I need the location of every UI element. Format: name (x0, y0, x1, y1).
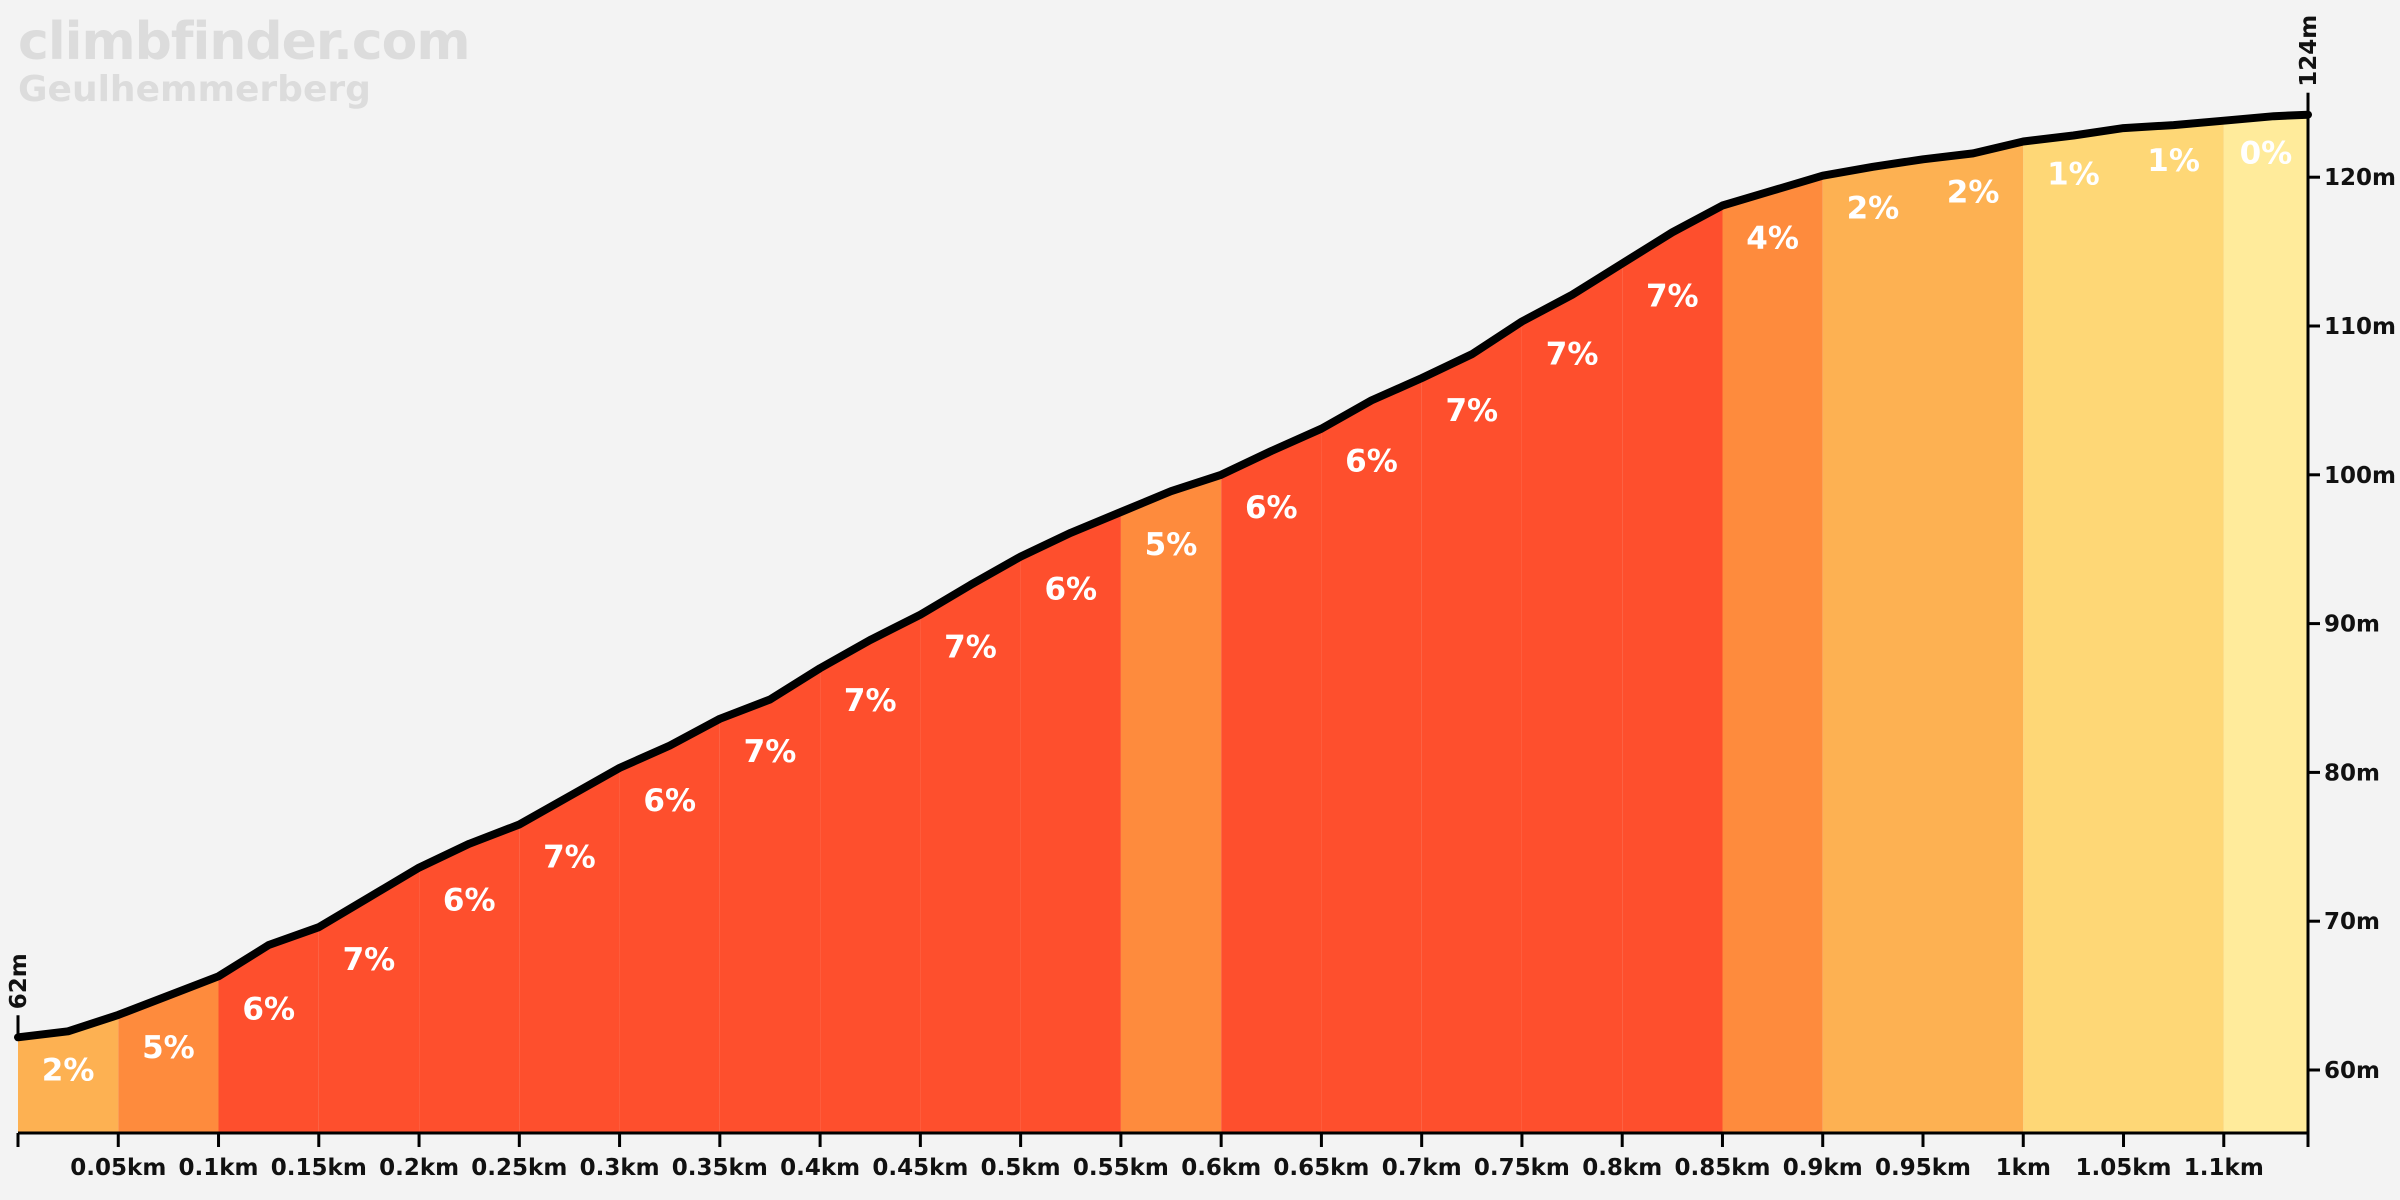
grade-label-8: 7% (744, 734, 797, 770)
x-tick-label-16: 0.8km (1582, 1155, 1662, 1181)
segment-area-21 (2023, 128, 2124, 1134)
segment-area-23 (2223, 114, 2308, 1133)
x-tick-label-21: 1.05km (2075, 1155, 2171, 1181)
grade-label-10: 7% (944, 630, 997, 666)
x-axis: 0.05km 0.1km 0.15km 0.2km 0.25km 0.3km 0.35km 0… (16, 1131, 2310, 1181)
grade-label-21: 1% (2047, 157, 2100, 193)
segment-area-15 (1421, 321, 1522, 1133)
y-tick-label-7: 120m (2324, 165, 2396, 191)
x-tick-label-14: 0.7km (1382, 1155, 1462, 1181)
x-tick-label-18: 0.9km (1783, 1155, 1863, 1181)
grade-label-3: 6% (242, 991, 295, 1027)
grade-label-22: 1% (2147, 143, 2200, 179)
site-logo: climbfinder.com (18, 12, 471, 72)
segment-area-18 (1722, 175, 1823, 1133)
y-tick-label-4: 90m (2324, 612, 2380, 638)
x-tick-label-1: 0.05km (70, 1155, 166, 1181)
x-tick-label-8: 0.4km (780, 1155, 860, 1181)
segment-area-3 (218, 927, 319, 1133)
grade-labels: 2% 5% 6% 7% 6% 7% 6% 7% 7% 7% 6% 5% 6% 6% 7% 7% 7% 4% 2% 2%… (42, 136, 2292, 1089)
segment-area-12 (1120, 474, 1222, 1133)
y-tick-label-5: 100m (2324, 463, 2396, 489)
segment-area-14 (1321, 378, 1422, 1134)
grade-label-17: 7% (1646, 279, 1699, 315)
x-tick-label-17: 0.85km (1674, 1155, 1770, 1181)
y-tick-label-3: 80m (2324, 760, 2380, 786)
segment-area-11 (1020, 512, 1121, 1133)
segment-area-16 (1521, 263, 1623, 1133)
x-tick-label-10: 0.5km (981, 1155, 1061, 1181)
grade-label-9: 7% (844, 683, 897, 719)
grade-label-7: 6% (643, 783, 696, 819)
x-tick-label-7: 0.35km (672, 1155, 768, 1181)
grade-label-16: 7% (1546, 337, 1599, 373)
profile-line-group (14, 110, 2312, 1042)
segment-area-8 (719, 668, 821, 1133)
segment-area-7 (619, 718, 720, 1133)
segment-area-10 (920, 556, 1021, 1133)
segment-area-2 (118, 976, 219, 1133)
grade-label-20: 2% (1947, 174, 2000, 210)
x-tick-label-11: 0.55km (1073, 1155, 1169, 1181)
grade-label-14: 6% (1345, 444, 1398, 480)
x-tick-label-20: 1km (1996, 1155, 2051, 1181)
end-elevation-label: 124m (2296, 15, 2322, 87)
x-tick-label-6: 0.3km (580, 1155, 660, 1181)
segment-area-1 (18, 1014, 119, 1133)
climb-name: Geulhemmerberg (18, 69, 371, 110)
grade-label-13: 6% (1245, 490, 1298, 526)
grade-label-5: 6% (443, 883, 496, 919)
grade-label-15: 7% (1445, 393, 1498, 429)
segment-area-9 (820, 614, 921, 1133)
x-tick-label-15: 0.75km (1474, 1155, 1570, 1181)
x-tick-label-2: 0.1km (178, 1155, 258, 1181)
x-tick-label-4: 0.2km (379, 1155, 459, 1181)
x-tick-label-13: 0.65km (1273, 1155, 1369, 1181)
segment-area-20 (1923, 141, 2024, 1133)
segment-area-4 (318, 867, 420, 1133)
start-end-markers: 62m 124m (6, 15, 2322, 1038)
x-tick-label-19: 0.95km (1875, 1155, 1971, 1181)
y-tick-label-1: 60m (2324, 1058, 2380, 1084)
segment-area-5 (419, 824, 520, 1133)
y-tick-label-2: 70m (2324, 909, 2380, 935)
x-tick-label-3: 0.15km (271, 1155, 367, 1181)
elevation-profile-line (14, 110, 2312, 1042)
grade-segments (18, 114, 2308, 1134)
grade-label-2: 5% (142, 1030, 195, 1066)
grade-label-4: 7% (343, 942, 396, 978)
x-tick-label-22: 1.1km (2184, 1155, 2264, 1181)
grade-label-11: 6% (1044, 572, 1097, 608)
x-tick-label-9: 0.45km (872, 1155, 968, 1181)
grade-label-18: 4% (1746, 221, 1799, 257)
start-elevation-label: 62m (6, 953, 32, 1009)
x-tick-label-5: 0.25km (471, 1155, 567, 1181)
segment-area-22 (2123, 120, 2224, 1133)
grade-label-1: 2% (42, 1052, 95, 1088)
y-tick-label-6: 110m (2324, 314, 2396, 340)
segment-area-6 (519, 767, 620, 1133)
y-axis: 60m 70m 80m 90m 100m 110m 120m (2306, 110, 2396, 1133)
segment-area-13 (1221, 428, 1322, 1133)
grade-label-12: 5% (1145, 527, 1198, 563)
grade-label-19: 2% (1847, 191, 1900, 227)
segment-area-19 (1822, 159, 1923, 1134)
x-tick-label-12: 0.6km (1181, 1155, 1261, 1181)
grade-label-23: 0% (2240, 136, 2293, 172)
segment-area-17 (1622, 205, 1723, 1133)
chart-header: climbfinder.com Geulhemmerberg (18, 12, 471, 110)
grade-label-6: 7% (543, 840, 596, 876)
